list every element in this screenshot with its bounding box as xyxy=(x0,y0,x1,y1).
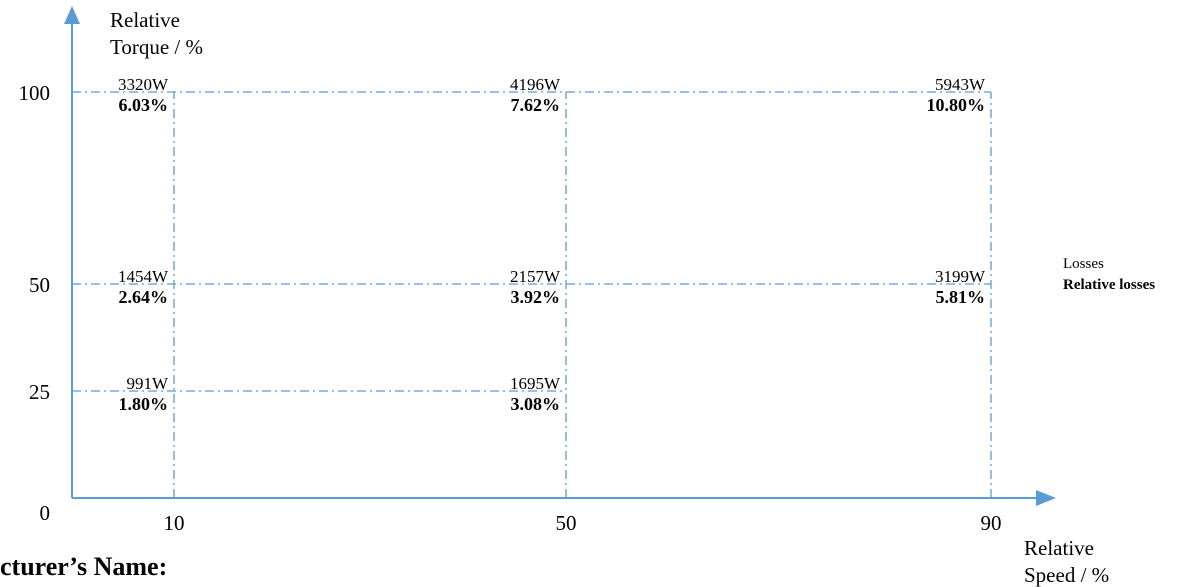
x-axis-arrow-icon xyxy=(1036,490,1056,506)
relative-losses-label: 3.92% xyxy=(511,287,561,307)
relative-losses-label: 2.64% xyxy=(119,287,169,307)
axes xyxy=(64,6,1056,506)
y-axis-label-line1: Relative xyxy=(110,8,180,32)
legend-relative-losses: Relative losses xyxy=(1063,277,1155,293)
losses-label: 2157W xyxy=(510,267,561,286)
grid-lines xyxy=(72,91,992,498)
y-tick-label: 0 xyxy=(40,501,51,525)
manufacturer-name-label: cturer’s Name: xyxy=(0,552,168,581)
y-tick-label: 100 xyxy=(19,81,51,105)
x-tick-label: 10 xyxy=(164,511,185,535)
relative-losses-label: 7.62% xyxy=(511,95,561,115)
y-axis-arrow-icon xyxy=(64,6,80,24)
x-axis-label-line2: Speed / % xyxy=(1024,563,1109,587)
relative-losses-label: 10.80% xyxy=(927,95,986,115)
relative-losses-label: 6.03% xyxy=(119,95,169,115)
y-tick-label: 50 xyxy=(29,273,50,297)
losses-label: 991W xyxy=(126,374,169,393)
legend-losses: Losses xyxy=(1063,256,1104,272)
relative-losses-label: 5.81% xyxy=(936,287,986,307)
relative-losses-label: 1.80% xyxy=(119,394,169,414)
losses-label: 3320W xyxy=(118,75,169,94)
losses-label: 1454W xyxy=(118,267,169,286)
y-axis-label-line2: Torque / % xyxy=(110,35,203,59)
tick-labels: 10 50 90 0 25 50 100 xyxy=(19,81,1002,535)
losses-label: 4196W xyxy=(510,75,561,94)
x-tick-label: 50 xyxy=(556,511,577,535)
losses-label: 3199W xyxy=(935,267,986,286)
losses-label: 5943W xyxy=(935,75,986,94)
losses-label: 1695W xyxy=(510,374,561,393)
x-tick-label: 90 xyxy=(981,511,1002,535)
relative-losses-label: 3.08% xyxy=(511,394,561,414)
x-axis-label-line1: Relative xyxy=(1024,536,1094,560)
y-tick-label: 25 xyxy=(29,380,50,404)
